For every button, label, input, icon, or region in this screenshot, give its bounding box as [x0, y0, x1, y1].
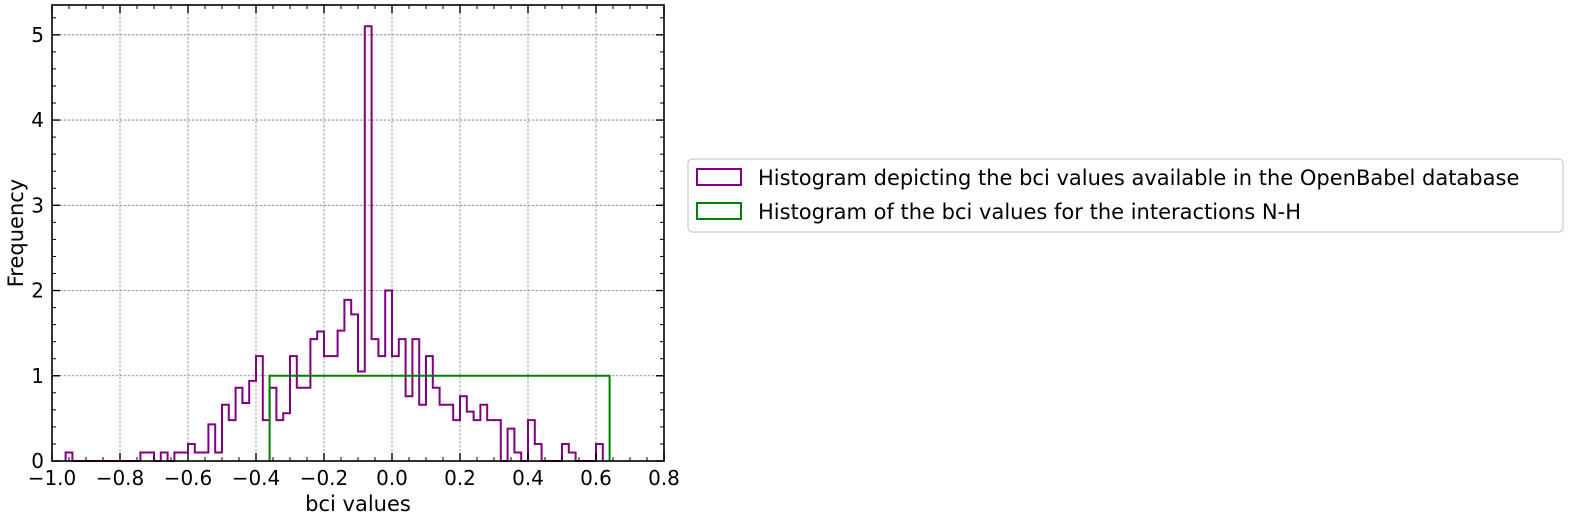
x-tick-label: 0.2: [444, 466, 476, 490]
y-tick-label: 5: [31, 23, 44, 47]
y-tick-label: 3: [31, 193, 44, 217]
legend-box: [687, 158, 1564, 233]
legend-swatch-nh: [696, 202, 742, 220]
x-tick-label: −0.8: [96, 466, 145, 490]
x-tick-label: 0.4: [512, 466, 544, 490]
axis-ticks: [51, 5, 665, 462]
x-tick-label: −0.2: [300, 466, 349, 490]
y-tick-label: 4: [31, 108, 44, 132]
histogram-series-1: [268, 374, 611, 461]
x-tick-label: 0.8: [648, 466, 680, 490]
legend-label-openbabel: Histogram depicting the bci values avail…: [758, 166, 1519, 190]
x-tick-label: −1.0: [28, 466, 77, 490]
x-tick-label: −0.6: [164, 466, 213, 490]
plot-frame: [51, 4, 665, 462]
y-tick-labels: 0 1 2 3 4 5: [31, 23, 44, 473]
y-axis-label: Frequency: [4, 179, 28, 288]
y-tick-label: 0: [31, 449, 44, 473]
legend-label-nh: Histogram of the bci values for the inte…: [758, 200, 1301, 224]
x-tick-labels: −1.0 −0.8 −0.6 −0.4 −0.2 0.0 0.2 0.4 0.6 0.8: [28, 466, 680, 490]
y-tick-label: 1: [31, 364, 44, 388]
grid-lines: [52, 5, 664, 461]
histogram-series-0: [64, 25, 604, 462]
histogram-series: [64, 25, 611, 462]
x-tick-label: 0.6: [580, 466, 612, 490]
legend: Histogram depicting the bci values avail…: [687, 158, 1564, 233]
y-tick-label: 2: [31, 279, 44, 303]
x-tick-label: 0.0: [376, 466, 408, 490]
x-tick-label: −0.4: [232, 466, 281, 490]
legend-swatch-openbabel: [696, 168, 742, 186]
x-axis-label: bci values: [305, 492, 411, 516]
